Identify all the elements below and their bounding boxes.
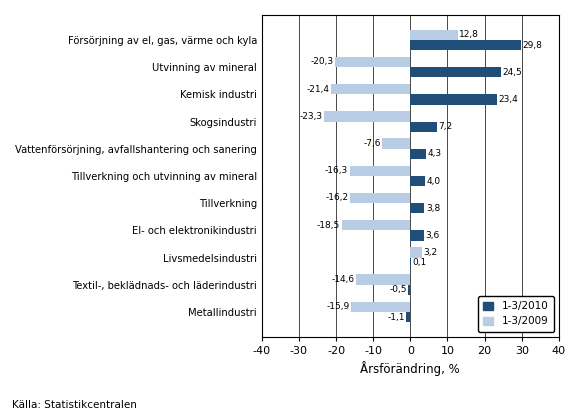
Bar <box>356 274 410 285</box>
Bar <box>410 40 521 50</box>
Text: -23,3: -23,3 <box>299 112 322 121</box>
Text: -7,6: -7,6 <box>363 139 381 148</box>
Text: Källa: Statistikcentralen: Källa: Statistikcentralen <box>12 400 137 410</box>
Bar <box>410 230 424 241</box>
Text: -14,6: -14,6 <box>332 275 354 284</box>
Text: 3,2: 3,2 <box>424 248 438 257</box>
Text: 4,3: 4,3 <box>428 150 442 158</box>
Bar <box>410 149 426 159</box>
Text: 3,6: 3,6 <box>425 231 439 240</box>
Bar <box>410 67 501 77</box>
Bar <box>410 176 425 186</box>
Bar <box>406 312 410 322</box>
Text: 4,0: 4,0 <box>426 177 441 185</box>
Bar <box>410 30 458 40</box>
Text: 24,5: 24,5 <box>503 68 522 77</box>
Bar <box>410 122 437 132</box>
Text: -15,9: -15,9 <box>327 302 350 311</box>
X-axis label: Årsförändring, %: Årsförändring, % <box>360 361 460 377</box>
Text: -18,5: -18,5 <box>317 221 340 229</box>
Bar <box>331 84 410 94</box>
Text: -1,1: -1,1 <box>388 313 405 321</box>
Text: 12,8: 12,8 <box>460 30 479 39</box>
Legend: 1-3/2010, 1-3/2009: 1-3/2010, 1-3/2009 <box>478 296 554 332</box>
Bar <box>410 94 497 105</box>
Bar <box>408 285 410 295</box>
Bar <box>350 166 410 176</box>
Bar <box>410 203 425 213</box>
Text: 29,8: 29,8 <box>522 41 543 49</box>
Bar <box>352 302 410 312</box>
Text: -0,5: -0,5 <box>389 286 407 294</box>
Bar <box>382 138 410 149</box>
Text: -21,4: -21,4 <box>306 85 329 94</box>
Text: 23,4: 23,4 <box>498 95 518 104</box>
Text: 3,8: 3,8 <box>426 204 440 213</box>
Text: 7,2: 7,2 <box>439 122 453 131</box>
Bar <box>410 247 422 258</box>
Text: -16,3: -16,3 <box>325 166 348 175</box>
Text: 0,1: 0,1 <box>412 258 426 267</box>
Text: -20,3: -20,3 <box>310 58 333 66</box>
Bar <box>335 57 410 67</box>
Bar <box>350 193 410 203</box>
Bar <box>324 111 410 122</box>
Bar <box>342 220 410 230</box>
Text: -16,2: -16,2 <box>325 194 349 202</box>
